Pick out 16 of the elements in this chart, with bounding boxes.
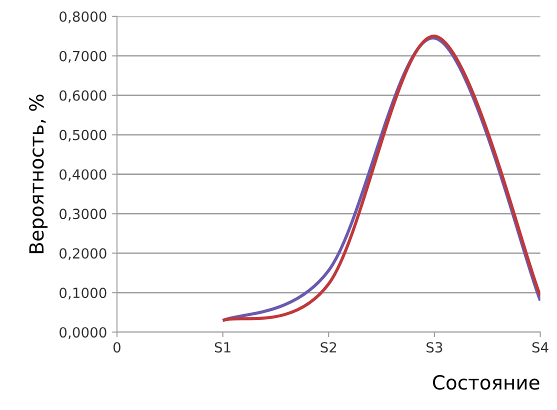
x-tick-label: 0 <box>113 342 120 353</box>
x-tick-label: S2 <box>320 342 336 353</box>
x-axis-title: Состояние <box>432 375 540 390</box>
x-tick-label: S4 <box>532 342 548 353</box>
y-tick-label: 0,4000 <box>60 169 106 182</box>
x-tick-label: S3 <box>426 342 442 353</box>
x-tick-label: S1 <box>214 342 230 353</box>
y-axis-title: Вероятность, % <box>29 94 48 254</box>
y-tick-label: 0,0000 <box>60 327 106 339</box>
y-tick-label: 0,1000 <box>60 288 106 300</box>
y-tick-label: 0,5000 <box>60 130 106 142</box>
y-tick-label: 0,7000 <box>60 50 106 63</box>
y-tick-label: 0,8000 <box>60 11 106 24</box>
y-tick-label: 0,3000 <box>60 208 106 221</box>
y-tick-label: 0,6000 <box>60 90 106 102</box>
y-tick-label: 0,2000 <box>60 248 106 260</box>
